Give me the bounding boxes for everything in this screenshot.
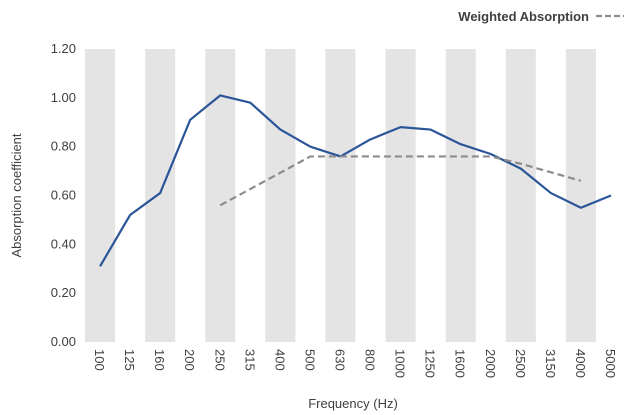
x-tick-label: 1000 xyxy=(393,349,408,378)
column-band-400 xyxy=(265,49,296,342)
series-line-absorption xyxy=(99,94,612,267)
column-band-250 xyxy=(205,49,236,342)
x-axis-ticks: 100 125 160 200 250 315 400 500 630 800 1000 1250 16… xyxy=(92,349,618,378)
x-tick-label: 500 xyxy=(302,349,317,371)
column-band-4000 xyxy=(565,49,596,342)
x-tick-label: 4000 xyxy=(573,349,588,378)
series-lines xyxy=(99,94,612,267)
column-band-160 xyxy=(145,49,176,342)
x-tick-label: 250 xyxy=(212,349,227,371)
y-tick-label: 1.20 xyxy=(51,41,76,56)
x-tick-label: 2000 xyxy=(483,349,498,378)
x-tick-label: 3150 xyxy=(543,349,558,378)
x-tick-label: 800 xyxy=(363,349,378,371)
x-tick-label: 630 xyxy=(332,349,347,371)
y-axis-ticks: 0.00 0.20 0.40 0.60 0.80 1.00 1.20 xyxy=(51,41,76,349)
x-tick-label: 400 xyxy=(272,349,287,371)
x-axis-title: Frequency (Hz) xyxy=(308,396,398,411)
column-band-2500 xyxy=(505,49,536,342)
y-tick-label: 0.60 xyxy=(51,188,76,203)
column-band-630 xyxy=(325,49,356,342)
x-tick-label: 1600 xyxy=(453,349,468,378)
y-tick-label: 0.80 xyxy=(51,139,76,154)
x-tick-label: 100 xyxy=(92,349,107,371)
legend: Weighted Absorption xyxy=(458,9,624,24)
y-tick-label: 0.00 xyxy=(51,334,76,349)
x-tick-label: 1250 xyxy=(423,349,438,378)
series-line-weighted-absorption xyxy=(219,155,582,207)
column-band-1000 xyxy=(385,49,416,342)
x-tick-label: 2500 xyxy=(513,349,528,378)
column-band-100 xyxy=(85,49,116,342)
column-bands xyxy=(85,49,596,342)
x-tick-label: 5000 xyxy=(603,349,618,378)
x-tick-label: 125 xyxy=(122,349,137,371)
column-band-1600 xyxy=(445,49,476,342)
y-tick-label: 0.20 xyxy=(51,285,76,300)
x-tick-label: 200 xyxy=(182,349,197,371)
legend-label: Weighted Absorption xyxy=(458,9,589,24)
y-tick-label: 0.40 xyxy=(51,236,76,251)
y-axis-title: Absorption coefficient xyxy=(9,133,24,257)
x-tick-label: 315 xyxy=(242,349,257,371)
x-tick-label: 160 xyxy=(152,349,167,371)
y-tick-label: 1.00 xyxy=(51,90,76,105)
